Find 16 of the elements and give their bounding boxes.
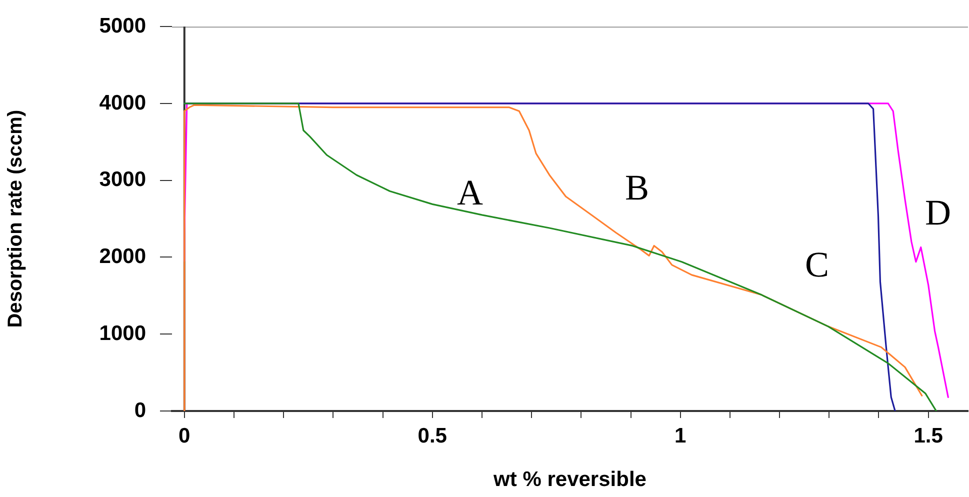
y-tick-label: 5000: [99, 14, 146, 38]
y-tick-label: 2000: [99, 245, 146, 268]
x-tick-label: 1: [674, 424, 687, 448]
annotation: D: [925, 192, 951, 232]
y-axis-title: Desorption rate (sccm): [4, 110, 27, 328]
annotation: B: [624, 167, 650, 208]
y-tick-label: 0: [134, 398, 146, 422]
x-tick-label: 0.5: [418, 424, 448, 448]
y-tick-label: 4000: [99, 91, 146, 114]
annotation: A: [457, 172, 483, 212]
y-tick-label: 1000: [99, 322, 146, 345]
y-tick-label: 3000: [99, 168, 146, 192]
x-axis-title: wt % reversible: [492, 468, 646, 492]
x-tick-label: 0: [178, 424, 190, 448]
annotation: C: [804, 244, 830, 284]
x-tick-label: 1.5: [914, 424, 944, 448]
